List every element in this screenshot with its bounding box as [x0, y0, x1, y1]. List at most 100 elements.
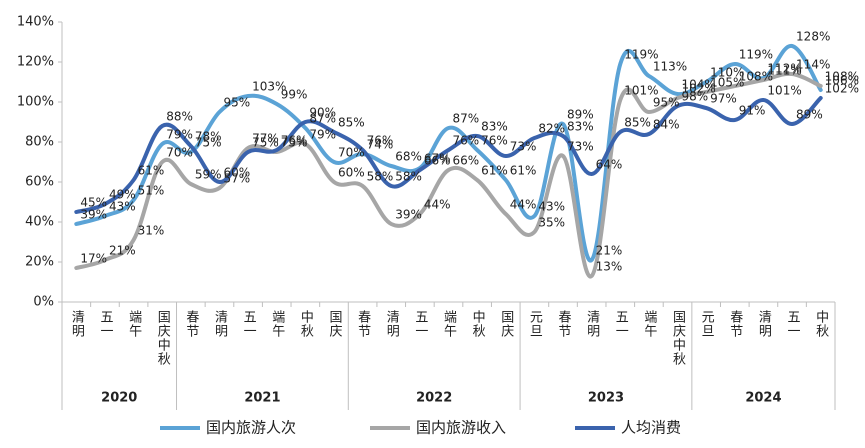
- y-tick-label: 20%: [25, 255, 54, 270]
- data-label: 113%: [653, 60, 687, 74]
- data-label: 49%: [109, 188, 136, 202]
- y-tick-label: 120%: [17, 55, 54, 70]
- y-tick-label: 100%: [17, 95, 54, 110]
- data-label: 75%: [195, 136, 222, 150]
- x-tick-label: 国庆中秋: [155, 310, 171, 366]
- x-tick-label: 国庆: [326, 310, 342, 338]
- data-label: 99%: [281, 88, 308, 102]
- data-label: 95%: [653, 96, 680, 110]
- data-label: 102%: [682, 82, 716, 96]
- data-label: 70%: [166, 146, 193, 160]
- group-label: 2020: [101, 391, 137, 406]
- y-tick-label: 0%: [33, 295, 54, 310]
- data-label: 68%: [395, 150, 422, 164]
- data-label: 119%: [739, 48, 773, 62]
- x-tick-label: 五一: [785, 310, 801, 338]
- group-label: 2021: [244, 391, 280, 406]
- data-label: 76%: [367, 134, 394, 148]
- x-tick-label: 五一: [241, 310, 257, 338]
- legend-label: 人均消费: [621, 419, 681, 437]
- y-tick-label: 60%: [25, 175, 54, 190]
- data-label: 128%: [796, 30, 830, 44]
- data-label: 61%: [138, 164, 165, 178]
- data-label: 105%: [710, 76, 744, 90]
- data-label: 39%: [80, 208, 107, 222]
- data-label: 78%: [195, 130, 222, 144]
- data-label: 67%: [424, 152, 451, 166]
- data-label: 91%: [739, 104, 766, 118]
- data-label: 75%: [281, 136, 308, 150]
- data-label: 101%: [624, 84, 658, 98]
- data-label: 103%: [252, 80, 286, 94]
- data-label: 95%: [223, 96, 250, 110]
- x-tick-label: 春节: [355, 310, 371, 338]
- data-label: 97%: [710, 92, 737, 106]
- data-label: 112%: [767, 62, 801, 76]
- x-tick-label: 中秋: [298, 310, 314, 338]
- data-label: 44%: [424, 198, 451, 212]
- data-label: 102%: [825, 82, 859, 96]
- data-label: 13%: [596, 260, 623, 274]
- x-tick-label: 国庆中秋: [670, 310, 686, 366]
- data-label: 45%: [80, 196, 107, 210]
- data-label: 104%: [682, 78, 716, 92]
- data-label: 98%: [682, 90, 709, 104]
- data-label: 87%: [453, 112, 480, 126]
- x-tick-label: 端午: [641, 310, 657, 338]
- data-label: 61%: [510, 164, 537, 178]
- data-label: 79%: [166, 128, 193, 142]
- y-tick-label: 40%: [25, 215, 54, 230]
- x-tick-label: 中秋: [470, 310, 486, 338]
- x-tick-label: 五一: [613, 310, 629, 338]
- data-label: 106%: [825, 74, 859, 88]
- data-label: 43%: [109, 200, 136, 214]
- group-label: 2022: [416, 391, 452, 406]
- data-label: 60%: [223, 166, 250, 180]
- data-label: 64%: [596, 158, 623, 172]
- data-label: 110%: [710, 66, 744, 80]
- data-label: 90%: [309, 106, 336, 120]
- data-label: 66%: [453, 154, 480, 168]
- data-label: 89%: [567, 108, 594, 122]
- data-label: 85%: [624, 116, 651, 130]
- x-tick-label: 端午: [126, 310, 142, 338]
- data-label: 85%: [338, 116, 365, 130]
- data-label: 51%: [138, 184, 165, 198]
- data-label: 70%: [338, 146, 365, 160]
- data-label: 35%: [538, 216, 565, 230]
- data-label: 74%: [367, 138, 394, 152]
- y-tick-label: 80%: [25, 135, 54, 150]
- x-tick-label: 元旦: [699, 310, 715, 338]
- data-label: 82%: [538, 122, 565, 136]
- data-label: 89%: [796, 108, 823, 122]
- data-label: 83%: [481, 120, 508, 134]
- data-label: 58%: [395, 170, 422, 184]
- x-tick-label: 清明: [212, 310, 228, 338]
- data-label: 60%: [338, 166, 365, 180]
- x-tick-label: 春节: [727, 310, 743, 338]
- data-label: 59%: [195, 168, 222, 182]
- data-label: 88%: [166, 110, 193, 124]
- x-tick-label: 清明: [384, 310, 400, 338]
- data-label: 66%: [424, 154, 451, 168]
- x-tick-label: 清明: [584, 310, 600, 338]
- x-tick-label: 五一: [97, 310, 113, 338]
- data-label: 101%: [767, 84, 801, 98]
- x-tick-label: 清明: [69, 310, 85, 338]
- group-label: 2023: [588, 391, 624, 406]
- data-label: 61%: [481, 164, 508, 178]
- data-label: 108%: [739, 70, 773, 84]
- data-label: 76%: [453, 134, 480, 148]
- data-label: 57%: [223, 172, 250, 186]
- x-tick-label: 端午: [441, 310, 457, 338]
- x-tick-label: 中秋: [813, 310, 829, 338]
- data-label: 73%: [567, 140, 594, 154]
- data-label: 21%: [596, 244, 623, 258]
- data-label: 108%: [825, 70, 859, 84]
- data-label: 21%: [109, 244, 136, 258]
- data-label: 83%: [567, 120, 594, 134]
- data-label: 75%: [252, 136, 279, 150]
- legend-label: 国内旅游收入: [416, 419, 506, 437]
- x-tick-label: 端午: [269, 310, 285, 338]
